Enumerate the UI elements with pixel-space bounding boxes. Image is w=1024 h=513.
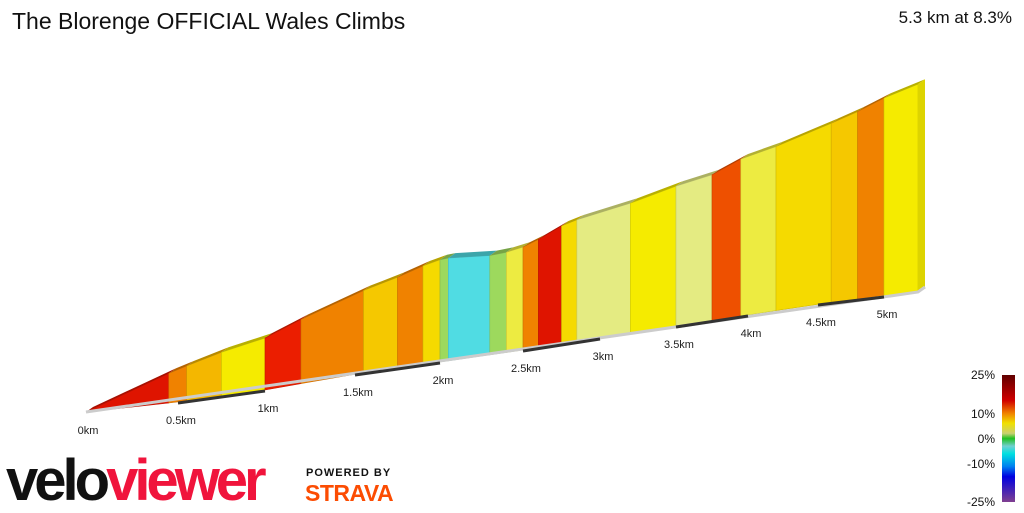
legend-color-bar [1002, 375, 1015, 502]
gradient-segment [857, 97, 885, 300]
gradient-segment [489, 251, 507, 356]
x-tick-label: 3km [593, 351, 614, 363]
veloviewer-logo: veloviewer [6, 448, 267, 513]
distance-axis-band [817, 295, 885, 307]
gradient-segment-top [448, 250, 497, 259]
x-tick-label: 1.5km [343, 387, 373, 399]
gradient-segment [447, 255, 491, 362]
gradient-segment [675, 174, 713, 327]
gradient-segment-top [221, 333, 272, 353]
gradient-segment-top [884, 79, 925, 99]
gradient-segment-top [831, 106, 865, 124]
distance-axis-band [675, 314, 749, 329]
gradient-segment [883, 83, 919, 297]
gradient-segment-top [397, 260, 430, 278]
x-tick-label: 2.5km [511, 363, 541, 375]
gradient-segment-top [576, 198, 638, 220]
gradient-segment-top [440, 253, 456, 260]
gradient-segment-top [423, 254, 447, 266]
legend-label: 10% [971, 407, 995, 421]
gradient-segment [363, 276, 398, 374]
profile-end-cap [918, 79, 925, 292]
x-tick-label: 4km [741, 328, 762, 340]
gradient-segment-top [186, 347, 229, 367]
gradient-segment-top [740, 141, 783, 160]
strava-logo: STRAVA [305, 480, 394, 506]
x-tick-label: 0km [78, 425, 99, 437]
gradient-segment-top [523, 234, 546, 248]
x-tick-label: 1km [258, 403, 279, 415]
gradient-segment [775, 122, 832, 311]
gradient-segment [711, 158, 742, 321]
gradient-segment [422, 259, 441, 365]
page-title: The Blorenge OFFICIAL Wales Climbs [12, 8, 406, 34]
gradient-segment [506, 246, 524, 353]
gradient-segment-top [301, 285, 371, 320]
gradient-segment-top [676, 169, 719, 187]
legend-label: 0% [978, 432, 996, 446]
gradient-segment [630, 185, 677, 334]
gradient-segment [522, 239, 539, 351]
legend-label: 25% [971, 368, 995, 382]
x-tick-label: 3.5km [664, 339, 694, 351]
gradient-segment-top [506, 242, 530, 253]
gradient-segment-top [363, 272, 405, 291]
gradient-segment [439, 257, 449, 363]
gradient-segment-top [561, 214, 584, 227]
gradient-segment [740, 146, 777, 317]
gradient-segment-top [168, 361, 194, 374]
gradient-segment [576, 202, 631, 342]
legend-label: -25% [967, 495, 995, 509]
climb-summary: 5.3 km at 8.3% [898, 8, 1012, 27]
x-tick-label: 2km [433, 375, 454, 387]
gradient-segment-top [630, 181, 683, 204]
gradient-segment-top [538, 221, 569, 240]
distance-axis-band [354, 361, 441, 377]
gradient-segment-top [712, 154, 748, 175]
gradient-segment-top [86, 368, 176, 412]
gradient-segment-top [265, 314, 308, 339]
gradient-segment [538, 225, 562, 348]
x-tick-label: 4.5km [806, 317, 836, 329]
distance-axis-band [522, 337, 601, 353]
gradient-segment [561, 219, 578, 345]
powered-by-label: POWERED BY [306, 467, 392, 479]
x-tick-label: 0.5km [166, 415, 196, 427]
legend-label: -10% [967, 457, 995, 471]
x-tick-label: 5km [877, 309, 898, 321]
gradient-segment [397, 265, 424, 369]
gradient-segment-top [776, 118, 839, 147]
gradient-segment-top [489, 247, 514, 256]
gradient-segment-top [857, 93, 891, 112]
distance-axis-band [177, 389, 266, 405]
gradient-segment [264, 318, 302, 391]
gradient-segment [830, 111, 858, 303]
distance-axis [85, 285, 926, 414]
